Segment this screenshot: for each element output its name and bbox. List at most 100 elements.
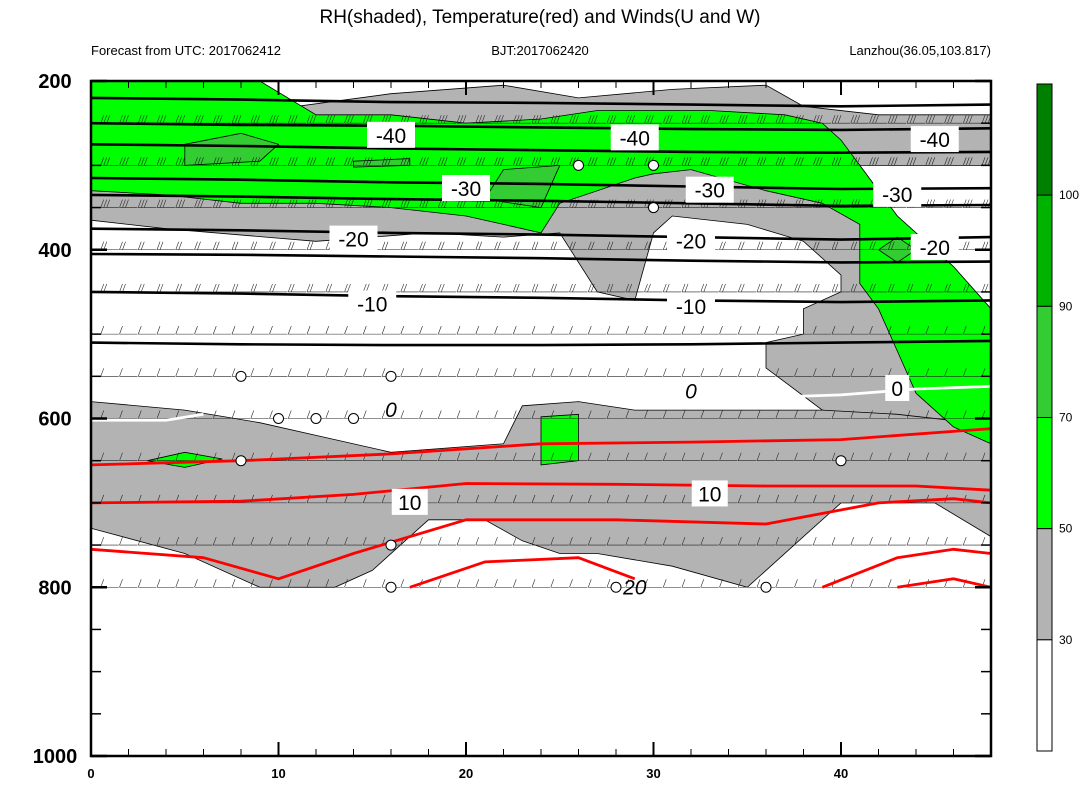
wind-barb <box>306 157 325 166</box>
wind-barb <box>794 326 813 335</box>
wind-barb <box>419 283 438 293</box>
contour-label: -30 <box>695 180 725 203</box>
wind-barb <box>325 410 344 419</box>
wind-barb <box>831 115 850 124</box>
contour-label: 10 <box>398 492 421 515</box>
wind-barb <box>662 536 682 546</box>
wind-barb <box>775 494 794 504</box>
calm-wind-circle <box>835 455 847 467</box>
wind-barb <box>119 536 138 546</box>
wind-barb <box>887 241 907 251</box>
temperature-contour-16 <box>897 577 991 589</box>
wind-barb <box>737 115 757 124</box>
wind-barb <box>869 283 888 293</box>
wind-barb <box>662 368 682 377</box>
wind-barb <box>381 157 400 166</box>
wind-barb <box>812 452 832 461</box>
contour-label: -40 <box>920 129 950 152</box>
wind-barb <box>887 115 907 124</box>
colorbar-box <box>1036 417 1053 530</box>
wind-barb <box>925 536 944 546</box>
wind-barb <box>400 241 419 251</box>
temperature-contour-0 <box>91 121 991 132</box>
wind-barb <box>850 410 869 419</box>
wind-barb <box>381 241 400 251</box>
wind-barb <box>681 579 700 588</box>
wind-barb <box>269 157 288 166</box>
wind-barb <box>250 368 269 377</box>
wind-barb <box>812 241 832 251</box>
wind-barb <box>456 368 475 377</box>
wind-barb <box>944 283 963 293</box>
wind-barb <box>550 452 569 461</box>
wind-barb <box>419 115 438 124</box>
wind-barb <box>775 536 794 546</box>
wind-barb <box>887 283 907 293</box>
wind-barb <box>644 115 663 124</box>
wind-barb <box>644 536 663 546</box>
wind-barb <box>906 410 925 419</box>
wind-barb <box>381 199 400 208</box>
wind-barb <box>587 241 607 251</box>
wind-barb <box>400 326 419 335</box>
contour-label: -20 <box>920 237 950 260</box>
wind-barb <box>456 536 475 546</box>
wind-barb <box>606 283 625 293</box>
colorbar: 30 50 70 90 100 <box>1036 83 1079 752</box>
wind-barb <box>325 536 344 546</box>
wind-barb <box>512 157 532 166</box>
wind-barb <box>550 494 569 504</box>
colorbar-box <box>1036 639 1053 752</box>
wind-barb <box>925 326 944 335</box>
wind-barb <box>812 326 832 335</box>
wind-barb <box>437 241 457 251</box>
wind-barb <box>925 157 944 166</box>
wind-barb <box>400 410 419 419</box>
wind-barb <box>175 241 194 251</box>
wind-barb <box>494 241 513 251</box>
wind-barb <box>587 494 607 504</box>
calm-wind-circle <box>235 370 247 382</box>
colorbar-box <box>1036 83 1053 196</box>
wind-barb <box>775 283 794 293</box>
y-tick-label: 800 <box>38 577 71 599</box>
wind-barb <box>250 115 269 124</box>
wind-barb <box>119 157 138 166</box>
wind-barb <box>962 326 982 335</box>
colorbar-label: 50 <box>1059 522 1073 536</box>
wind-barb <box>137 326 157 335</box>
wind-barb <box>831 157 850 166</box>
wind-barb <box>137 452 157 461</box>
wind-barb <box>831 241 850 251</box>
wind-barb <box>719 368 738 377</box>
wind-barb <box>569 115 588 124</box>
wind-barb <box>419 157 438 166</box>
wind-barb <box>700 410 719 419</box>
temperature-contour-3 <box>91 176 991 191</box>
wind-barb <box>831 536 850 546</box>
wind-barb <box>850 368 869 377</box>
temperature-contour-4 <box>91 193 991 208</box>
wind-barb <box>756 157 775 166</box>
wind-barb <box>325 326 344 335</box>
contour-label-box <box>685 176 734 203</box>
wind-barb <box>100 368 119 377</box>
x-tick-label: 10 <box>271 766 285 781</box>
wind-barb <box>362 410 382 419</box>
wind-barb <box>212 115 232 124</box>
wind-barb <box>812 536 832 546</box>
wind-barb <box>494 326 513 335</box>
y-tick-label: 600 <box>38 409 71 431</box>
x-tick-label: 20 <box>459 766 473 781</box>
temperature-contour-2 <box>91 143 991 154</box>
wind-barb <box>119 368 138 377</box>
wind-barb <box>494 452 513 461</box>
wind-barb <box>906 157 925 166</box>
x-tick-label: 30 <box>646 766 660 781</box>
wind-barb <box>962 452 982 461</box>
wind-barb <box>681 368 700 377</box>
wind-barb <box>456 283 475 293</box>
wind-barb <box>794 241 813 251</box>
contour-label-box <box>610 124 659 151</box>
temperature-contour-8 <box>91 339 991 347</box>
